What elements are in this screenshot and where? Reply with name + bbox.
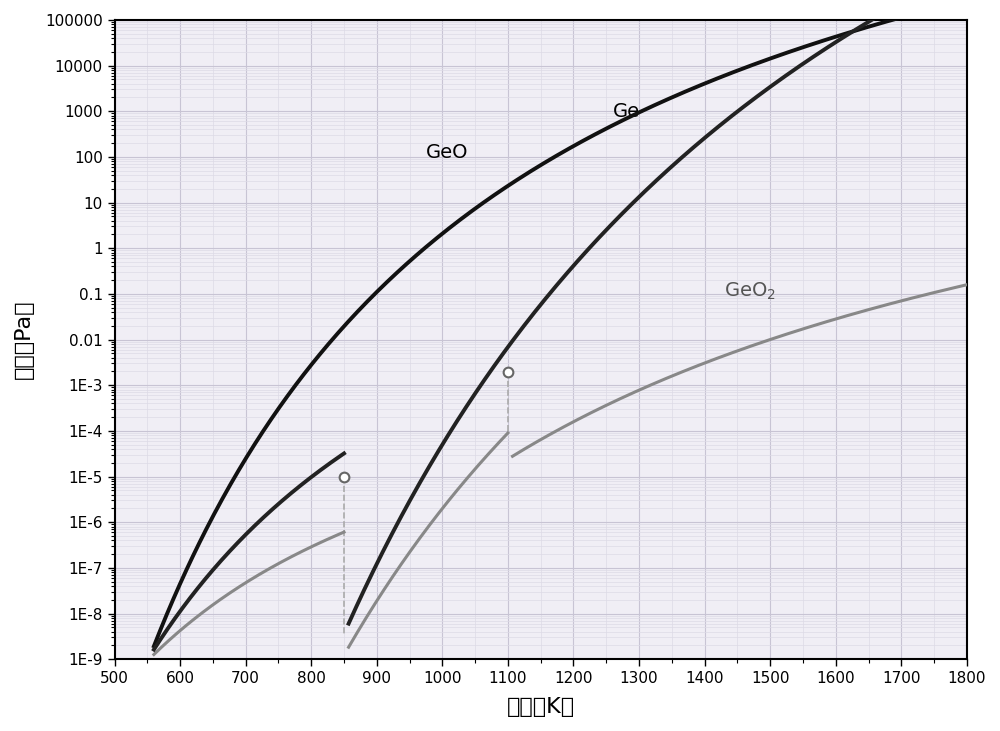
Y-axis label: 压力（Pa）: 压力（Pa） <box>14 300 34 379</box>
Text: Ge: Ge <box>613 102 640 121</box>
X-axis label: 温度（K）: 温度（K） <box>507 697 575 717</box>
Text: GeO: GeO <box>426 143 468 162</box>
Text: GeO$_2$: GeO$_2$ <box>724 281 776 302</box>
